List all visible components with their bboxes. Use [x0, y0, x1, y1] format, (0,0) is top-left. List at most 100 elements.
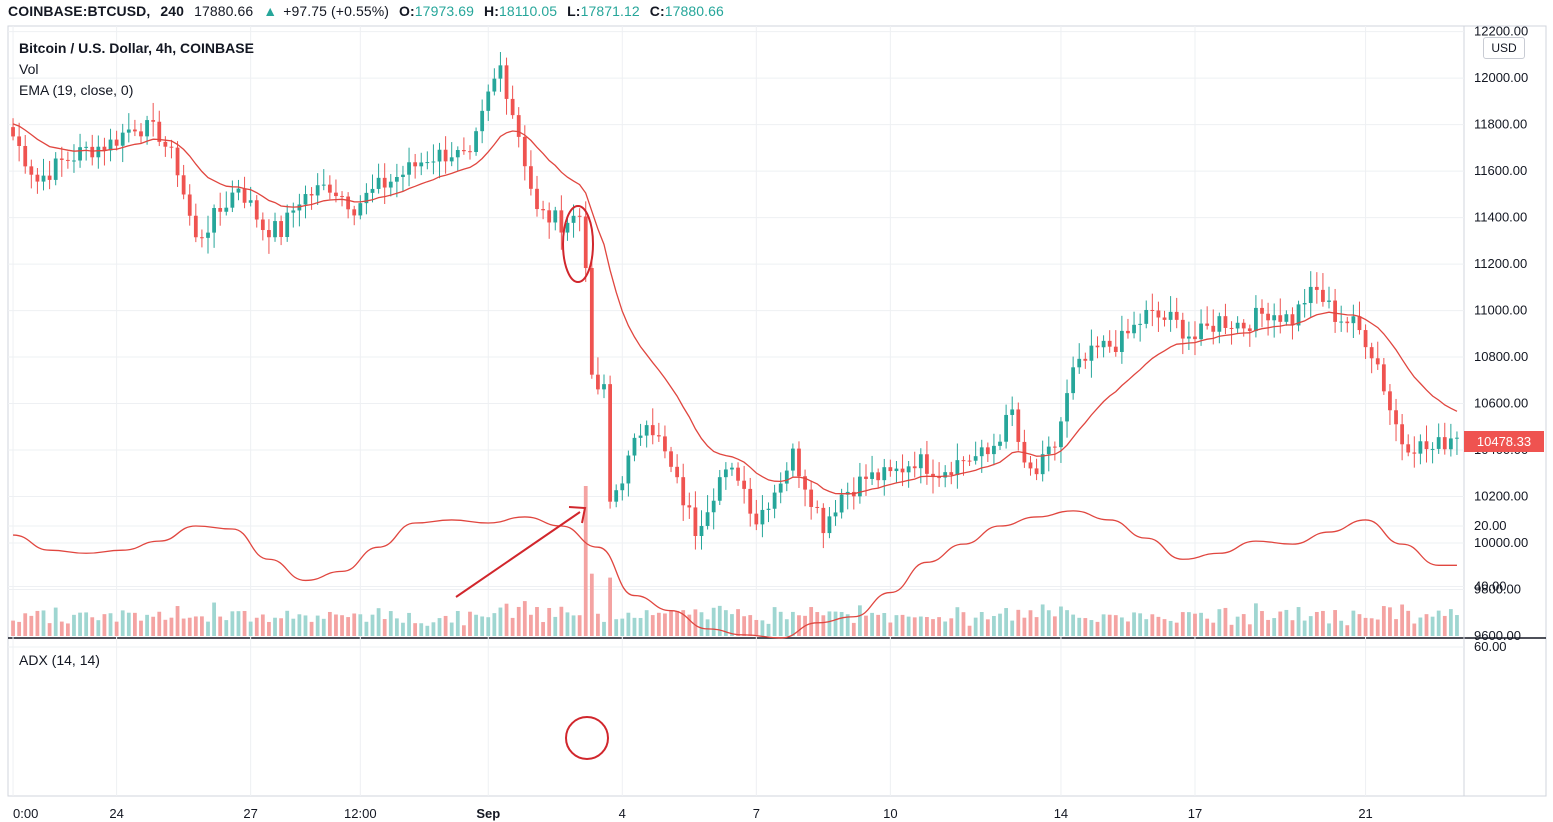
volume-bar [1254, 603, 1258, 636]
adx-axis-labels[interactable]: 60.00 40.00 20.00 [1474, 518, 1507, 654]
candle-body [84, 146, 89, 148]
volume-bar [632, 617, 637, 636]
time-axis-labels[interactable]: 0:00 24 27 12:00 Sep 4 7 10 14 17 21 [13, 806, 1373, 821]
candle-body [1272, 315, 1277, 321]
volume-bar [1223, 607, 1228, 636]
candle-body [315, 185, 320, 196]
volume-bar [47, 623, 52, 636]
candle-body [937, 477, 941, 479]
candle-body [1156, 310, 1161, 318]
volume-bar [461, 625, 466, 636]
volume-bar [973, 617, 978, 636]
candle-body [1211, 325, 1216, 332]
adx-tick-label: 20.00 [1474, 518, 1507, 533]
candle-body [961, 460, 966, 462]
candle-body [833, 512, 838, 517]
candle-body [638, 435, 643, 438]
candle-body [1004, 414, 1009, 442]
candle-body [145, 120, 149, 137]
candle-body [17, 136, 22, 146]
volume-bar [1430, 616, 1435, 636]
candle-body [876, 472, 881, 481]
candle-body [803, 476, 807, 490]
volume-bar [1284, 609, 1289, 636]
time-tick-label: 21 [1358, 806, 1372, 821]
volume-bar [340, 615, 344, 636]
candle-body [1321, 289, 1325, 302]
volume-bar [1394, 619, 1398, 636]
volume-bar [303, 615, 308, 636]
volume-bar [157, 611, 162, 636]
candle-body [1351, 316, 1356, 324]
candle-body [864, 476, 868, 479]
volume-bar [839, 611, 844, 636]
candle-body [1034, 468, 1039, 475]
time-tick-label: 0:00 [13, 806, 38, 821]
volume-bar [1241, 614, 1246, 636]
candle-body [766, 508, 771, 510]
volume-bar [1119, 617, 1124, 636]
candle-body [1278, 315, 1283, 322]
candle-body [626, 455, 631, 484]
symbol-name[interactable]: COINBASE:BTCUSD [8, 3, 147, 19]
volume-bar [102, 614, 107, 636]
volume-bar [967, 625, 972, 636]
interval[interactable]: 240 [160, 3, 185, 19]
volume-bar [59, 621, 64, 636]
volume-bar [577, 615, 582, 636]
candle-body [1302, 303, 1307, 305]
volume-bar [894, 615, 899, 636]
volume-legend[interactable]: Vol [19, 61, 39, 77]
volume-bar [1314, 611, 1319, 636]
candle-body [449, 157, 454, 162]
candle-body [784, 470, 789, 484]
candle-body [510, 98, 515, 116]
volume-bar [504, 603, 509, 636]
candle-body [23, 145, 28, 167]
volume-bar [1150, 614, 1155, 636]
candle-body [772, 492, 777, 509]
candle-body [260, 219, 265, 231]
candle-body [1010, 409, 1015, 415]
ema-legend[interactable]: EMA (19, close, 0) [19, 82, 134, 98]
adx-legend[interactable]: ADX (14, 14) [19, 652, 100, 668]
candle-body [498, 65, 503, 79]
volume-bar [900, 614, 905, 636]
candle-body [522, 136, 527, 167]
low-value: 17871.12 [580, 3, 640, 19]
price-axis-labels[interactable]: 12200.00 12000.00 11800.00 11600.00 11400.00… [1474, 24, 1528, 643]
volume-bar [1247, 624, 1252, 636]
candle-body [504, 65, 509, 99]
candle-body [1290, 314, 1295, 326]
candle-body [242, 188, 247, 203]
currency-button[interactable]: USD [1483, 37, 1525, 59]
candle-body [218, 208, 223, 212]
volume-bar [547, 607, 552, 636]
candle-body [925, 454, 929, 474]
volume-bar [474, 614, 478, 636]
volume-bar [723, 610, 728, 636]
candle-body [35, 174, 40, 182]
candle-body [175, 147, 180, 176]
candle-body [754, 513, 759, 525]
volume-bar [96, 620, 101, 636]
volume-bar [858, 605, 862, 636]
candle-body [370, 188, 375, 193]
volume-bar [693, 609, 698, 636]
volume-bar [376, 608, 381, 636]
candle-body [979, 447, 984, 457]
volume-bar [1455, 615, 1459, 636]
candle-body [1260, 307, 1264, 314]
chart-title[interactable]: Bitcoin / U.S. Dollar, 4h, COINBASE [19, 40, 254, 56]
candle-body [858, 476, 862, 497]
candle-body [1314, 286, 1319, 290]
candle-body [650, 425, 655, 436]
high-value: 18110.05 [498, 3, 558, 19]
volume-bar [535, 607, 539, 636]
candle-body [1308, 286, 1313, 304]
candle-body [206, 232, 210, 238]
candle-body [327, 184, 332, 193]
candle-body [559, 210, 564, 233]
volume-bar [346, 617, 351, 636]
